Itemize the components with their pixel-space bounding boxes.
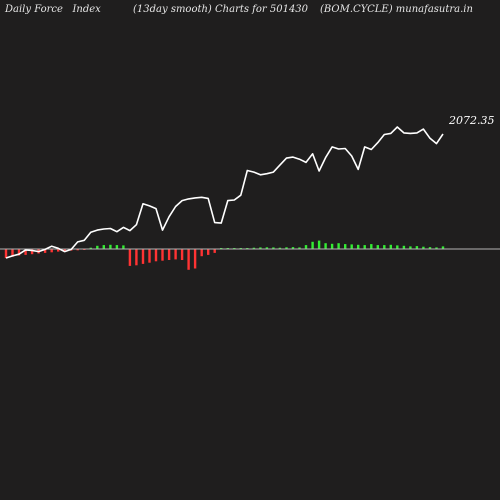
force-bar xyxy=(30,249,34,255)
force-bar xyxy=(402,245,406,250)
force-bar xyxy=(311,241,314,249)
force-bar xyxy=(148,249,151,263)
chart-title-right: (BOM.CYCLE) munafasutra.in xyxy=(320,4,473,15)
force-bar xyxy=(304,245,308,249)
force-bars xyxy=(4,240,445,270)
force-bar xyxy=(344,244,347,249)
force-bar xyxy=(193,249,197,269)
force-bar xyxy=(428,247,432,249)
force-bar xyxy=(291,247,295,249)
force-bar xyxy=(272,247,275,249)
force-bar xyxy=(63,249,66,251)
force-bar xyxy=(435,247,438,249)
force-bar xyxy=(115,245,119,249)
price-line xyxy=(5,126,444,259)
force-bar xyxy=(96,245,99,250)
force-bar xyxy=(17,249,21,256)
force-bar xyxy=(357,244,360,249)
force-bar xyxy=(337,243,340,250)
force-bar xyxy=(317,240,321,250)
force-bar xyxy=(180,249,184,260)
force-bar xyxy=(141,249,145,264)
force-bar xyxy=(207,249,210,255)
force-bar xyxy=(109,244,112,249)
force-bar xyxy=(409,246,412,249)
force-bar xyxy=(396,245,399,249)
force-bar xyxy=(43,249,47,253)
force-bar xyxy=(389,244,392,249)
force-bar xyxy=(324,243,327,250)
force-bar xyxy=(252,247,256,249)
force-bar xyxy=(441,246,445,249)
force-bar xyxy=(24,249,27,255)
force-bar xyxy=(57,249,60,252)
force-bar xyxy=(50,249,53,253)
force-bar xyxy=(213,249,216,253)
force-bar xyxy=(350,244,353,249)
chart-title-left: Daily Force Index xyxy=(5,4,101,15)
force-bar xyxy=(259,247,262,249)
force-bar xyxy=(285,247,288,249)
chart-title-middle: (13day smooth) Charts for 501430 xyxy=(133,4,309,15)
force-bar xyxy=(278,247,282,249)
force-bar xyxy=(376,245,379,249)
force-bar xyxy=(298,247,301,249)
force-bar xyxy=(76,249,79,251)
force-bar xyxy=(415,246,419,249)
force-bar xyxy=(187,249,190,270)
force-bar xyxy=(4,249,8,259)
force-bar xyxy=(128,249,132,266)
last-value-label: 2072.35 xyxy=(448,114,495,127)
force-bar xyxy=(200,249,203,257)
force-bar xyxy=(383,245,386,249)
force-bar xyxy=(174,249,177,260)
force-bar xyxy=(167,249,171,260)
force-bar xyxy=(330,243,334,249)
force-bar xyxy=(89,247,92,249)
force-bar xyxy=(102,245,105,249)
force-bar xyxy=(154,249,158,262)
force-bar xyxy=(363,245,366,249)
force-bar xyxy=(11,249,14,257)
force-bar xyxy=(122,245,125,249)
force-bar xyxy=(265,247,269,249)
force-bar xyxy=(422,246,425,249)
force-bar xyxy=(135,249,138,266)
force-bar xyxy=(161,249,164,261)
force-bar xyxy=(370,244,373,249)
